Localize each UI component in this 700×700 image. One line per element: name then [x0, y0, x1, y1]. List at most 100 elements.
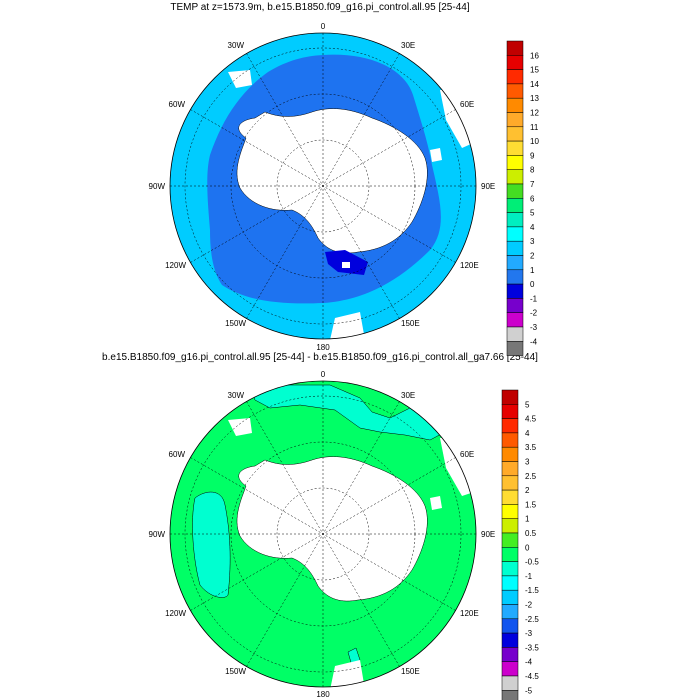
map1-colorbar-box [506, 298, 524, 313]
map2-colorbar-tick-label: -4.5 [525, 672, 539, 681]
map2-colorbar-box [501, 432, 519, 448]
map1-colorbar-box [506, 312, 524, 328]
map1-ice-patch [228, 70, 252, 88]
map1-colorbar-box [506, 140, 524, 156]
map1-label-0: 0 [321, 22, 326, 31]
map2-colorbar-tick-label: 5 [525, 400, 530, 409]
map2-label-90w: 90W [149, 530, 166, 539]
map2-colorbar-box [501, 446, 519, 462]
map1-label-180: 180 [316, 343, 330, 352]
map1-title: TEMP at z=1573.9m, b.e15.B1850.f09_g16.p… [170, 2, 470, 13]
map1-colorbar-tick-label: 13 [530, 94, 539, 103]
map1-colorbar-box [506, 183, 524, 199]
map2-colorbar-box [501, 418, 519, 434]
map2-colorbar-box [501, 461, 519, 477]
map1-colorbar-tick-label: -4 [530, 337, 538, 346]
map1-colorbar-tick-label: -2 [530, 309, 538, 318]
map2-label-30e: 30E [401, 391, 415, 400]
map2-label-150e: 150E [401, 667, 420, 676]
map2-border [169, 380, 477, 688]
map2-label-150w: 150W [225, 667, 246, 676]
map2-colorbar-box [501, 618, 519, 634]
map2-colorbar-tick-label: -3.5 [525, 643, 539, 652]
map1-label-60e: 60E [460, 100, 474, 109]
map1-colorbar-tick-label: 12 [530, 109, 539, 118]
map2-colorbar-box [501, 690, 519, 700]
map2-title: b.e15.B1850.f09_g16.pi_control.all.95 [2… [102, 352, 538, 363]
map2-colorbar-tick-label: -5 [525, 686, 533, 695]
map2-positive-left-region [192, 491, 231, 598]
map1-ice-patch [330, 312, 365, 339]
map1-label-60w: 60W [169, 100, 186, 109]
map1-colorbar-box [506, 198, 524, 213]
map1-colorbar-box [506, 212, 524, 228]
map1-colorbar-tick-label: 10 [530, 137, 539, 146]
map1-label-90e: 90E [481, 182, 495, 191]
map2-colorbar-tick-label: -4 [525, 658, 533, 667]
map2-colorbar-tick-label: -1 [525, 572, 533, 581]
map1-colorbar-tick-label: -1 [530, 294, 538, 303]
map1-label-150w: 150W [225, 319, 246, 328]
map1-colorbar-tick-label: 9 [530, 151, 535, 160]
map2-ice-patch [430, 496, 442, 510]
map2-antarctica [236, 456, 428, 602]
map2-colorbar-box [501, 489, 519, 505]
map2-colorbar-tick-label: 3 [525, 458, 530, 467]
map2-colorbar-tick-label: 1.5 [525, 500, 537, 509]
map1-colorbar-tick-label: 1 [530, 266, 535, 275]
map2-ice-patch [228, 418, 252, 436]
map2-colorbar-tick-label: -3 [525, 629, 533, 638]
map1-colorbar-box [506, 326, 524, 342]
map2-colorbar-box [501, 575, 519, 591]
map1-colorbar-box [506, 126, 524, 142]
map1-label-90w: 90W [149, 182, 166, 191]
map2-colorbar-box [501, 589, 519, 605]
map2-graticule [170, 381, 476, 687]
map1-colorbar-tick-label: 2 [530, 252, 535, 261]
map2-label-60w: 60W [169, 450, 186, 459]
map1-colorbar-box [506, 283, 524, 299]
map2-label-120w: 120W [165, 609, 186, 618]
map1-colorbar-box [506, 69, 524, 85]
map1-label-120e: 120E [460, 261, 479, 270]
map2-colorbar-box [501, 604, 519, 620]
map2-colorbar: 5 4.5 4 3.5 3 2.5 2 1.5 1 0.5 0 -0.5 -1 -1.5 -2 -2.5 -3 -… [501, 389, 539, 700]
map1-colorbar-tick-label: 7 [530, 180, 535, 189]
map1-colorbar-box [506, 226, 524, 242]
map1-colorbar-tick-label: 4 [530, 223, 535, 232]
map2-colorbar-box [501, 647, 519, 662]
map1-colorbar-tick-label: 15 [530, 66, 539, 75]
map1-colorbar-tick-label: 0 [530, 280, 535, 289]
map2-colorbar-tick-label: 3.5 [525, 443, 537, 452]
map2-label-60e: 60E [460, 450, 474, 459]
map1-colorbar-tick-label: 3 [530, 237, 535, 246]
map1-colorbar-tick-label: 16 [530, 51, 539, 60]
map1-colorbar-tick-label: 11 [530, 123, 539, 132]
map2-colorbar-tick-label: 1 [525, 515, 530, 524]
map1-colorbar-box [506, 97, 524, 113]
map1-colorbar-tick-label: 6 [530, 194, 535, 203]
map2-ice-patch [330, 660, 365, 687]
map1-graticule [170, 33, 476, 339]
map2-colorbar-tick-label: 2.5 [525, 472, 537, 481]
map2-colorbar-box [501, 532, 519, 548]
map1-colorbar-box [506, 169, 524, 185]
map1-colorbar-tick-label: 8 [530, 166, 535, 175]
map2-colorbar-tick-label: 0 [525, 543, 530, 552]
map2-colorbar-box [501, 475, 519, 491]
map2-label-30w: 30W [228, 391, 245, 400]
map1-colorbar-tick-label: 5 [530, 209, 535, 218]
map1-label-120w: 120W [165, 261, 186, 270]
map2-colorbar-box [501, 661, 519, 677]
map1-colorbar-box [506, 255, 524, 271]
map2-colorbar-box [501, 389, 519, 405]
map2-colorbar-tick-label: 4 [525, 429, 530, 438]
map2-colorbar-box [501, 504, 519, 519]
map1-colorbar-box [506, 269, 524, 285]
map1-colorbar-box [506, 341, 524, 356]
map1-border [169, 32, 477, 340]
map1-label-30w: 30W [228, 41, 245, 50]
map2-colorbar-box [501, 675, 519, 691]
map2-label-120e: 120E [460, 609, 479, 618]
